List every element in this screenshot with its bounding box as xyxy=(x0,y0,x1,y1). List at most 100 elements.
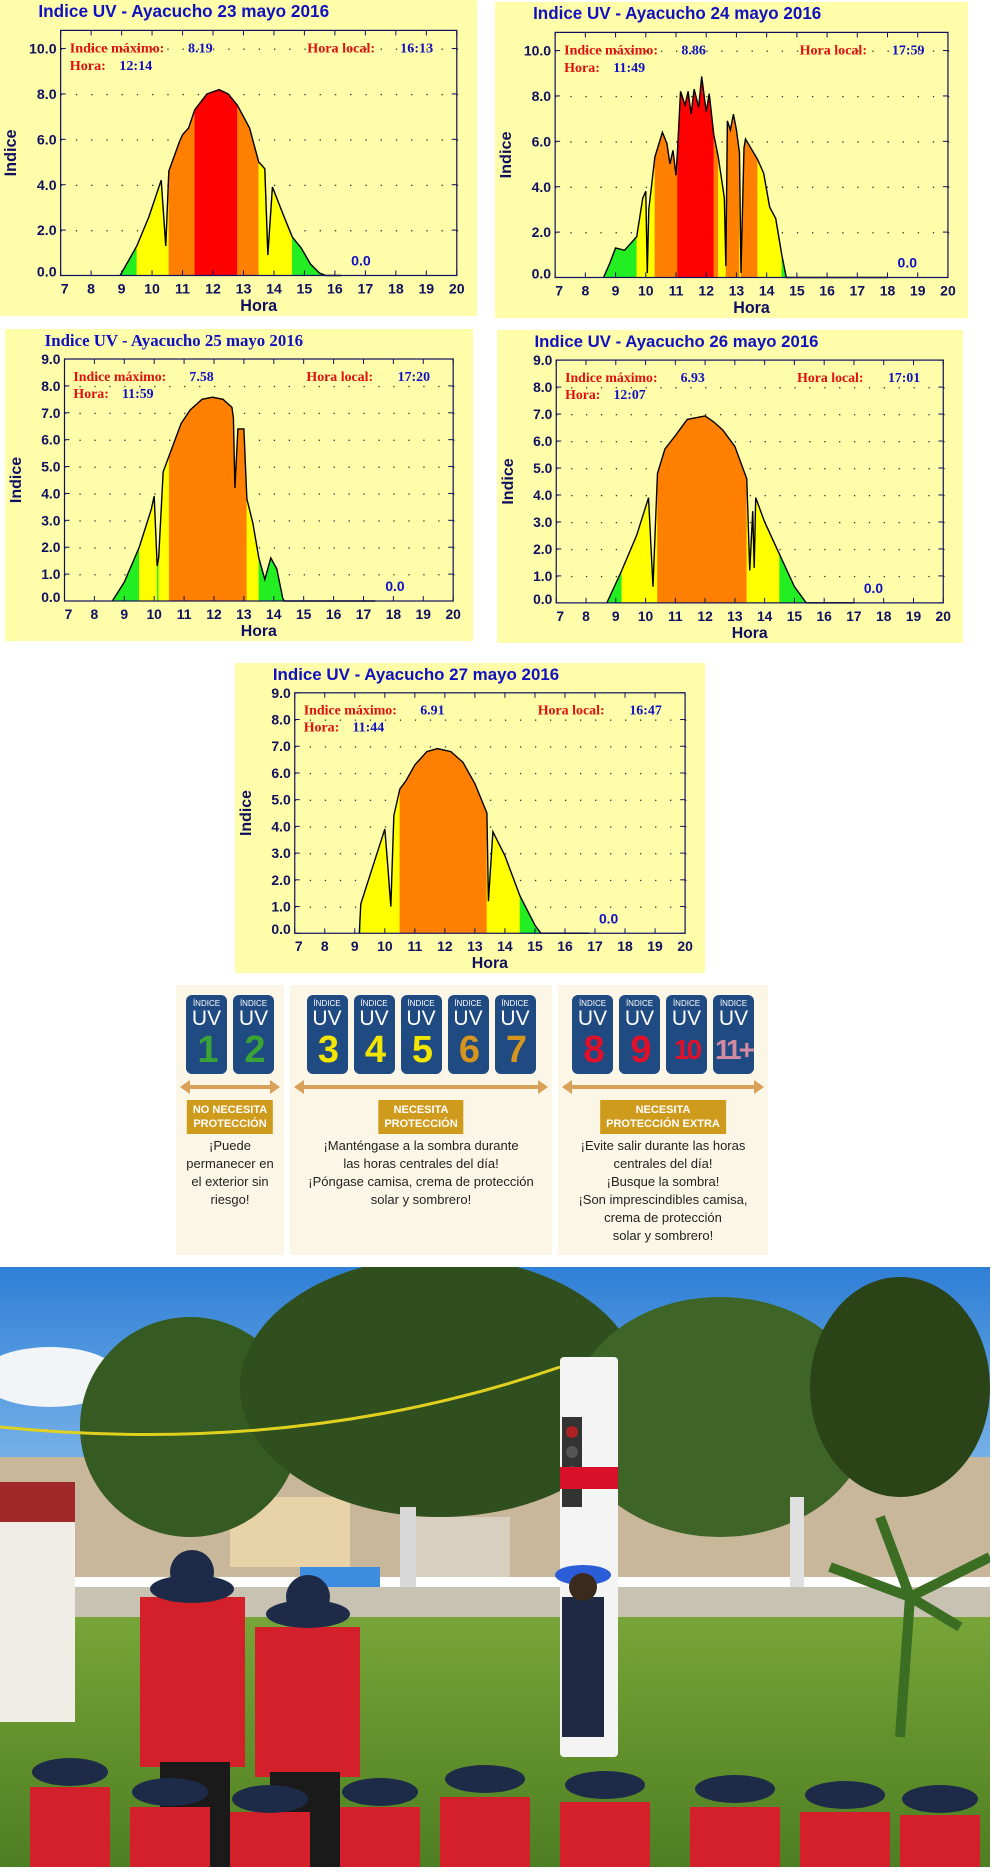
grid-dot xyxy=(60,93,62,96)
x-tick-label: 14 xyxy=(497,938,513,954)
grid-dot xyxy=(645,387,647,389)
grid-dot xyxy=(444,746,447,748)
grid-dot xyxy=(60,184,62,187)
local-time-value: 17:20 xyxy=(398,370,430,385)
grid-dot xyxy=(585,95,587,98)
advice-line: solar y sombrero! xyxy=(370,1192,472,1207)
grid-dot xyxy=(369,826,372,828)
grid-dot xyxy=(124,547,126,549)
grid-dot xyxy=(809,441,811,443)
grid-dot xyxy=(610,853,612,855)
protection-badge: NECESITA PROTECCIÓN EXTRA xyxy=(600,1100,726,1134)
grid-dot xyxy=(928,441,930,443)
advice-line: las horas centrales del día! xyxy=(343,1156,499,1171)
grid-dot xyxy=(781,232,784,234)
y-tick-label: 6.0 xyxy=(41,432,61,448)
grid-dot xyxy=(393,385,395,388)
grid-dot xyxy=(303,412,305,415)
grid-dot xyxy=(779,521,781,524)
x-tick-label: 12 xyxy=(697,608,713,624)
uv-area-segment xyxy=(755,497,765,604)
grid-dot xyxy=(615,387,618,389)
grid-dot xyxy=(749,441,752,443)
tree xyxy=(240,1267,640,1517)
grid-dot xyxy=(913,467,915,470)
grid-dot xyxy=(549,853,552,855)
grid-dot xyxy=(109,520,111,522)
grid-dot xyxy=(685,906,687,908)
grid-dot xyxy=(913,521,915,524)
x-tick-label: 7 xyxy=(61,282,69,298)
grid-dot xyxy=(842,232,844,234)
grid-dot xyxy=(685,799,687,801)
x-tick-label: 19 xyxy=(910,283,926,299)
grid-dot xyxy=(902,186,904,189)
uv-level-card: ÍNDICE UV 10 xyxy=(666,995,707,1074)
grid-dot xyxy=(579,906,582,908)
grid-dot xyxy=(152,93,154,96)
grid-dot xyxy=(685,772,687,775)
grid-dot xyxy=(136,184,139,187)
uv-area-segment xyxy=(174,423,182,602)
grid-dot xyxy=(318,574,320,576)
double-arrow-icon xyxy=(562,1080,764,1094)
grid-dot xyxy=(64,439,66,441)
grid-dot xyxy=(426,230,428,232)
x-tick-label: 13 xyxy=(467,938,483,954)
grid-dot xyxy=(685,746,687,748)
grid-dot xyxy=(610,906,612,908)
grid-dot xyxy=(794,467,796,470)
y-tick-label: 10.0 xyxy=(29,42,57,58)
grid-dot xyxy=(630,50,632,52)
uv-area-segment xyxy=(168,439,176,602)
protection-advice: ¡Puede permanecer en el exterior sin riesgo… xyxy=(176,1137,284,1209)
x-tick-label: 12 xyxy=(437,938,453,954)
grid-dot xyxy=(380,48,382,50)
grid-dot xyxy=(395,230,398,232)
grid-dot xyxy=(670,853,672,855)
y-tick-label: 0.0 xyxy=(532,265,552,281)
grid-dot xyxy=(811,50,814,52)
grid-dot xyxy=(169,412,171,415)
grid-dot xyxy=(423,520,425,522)
grid-dot xyxy=(139,520,141,522)
grid-dot xyxy=(324,879,327,882)
chart-title: Indice UV - Ayacucho 27 mayo 2016 xyxy=(273,665,559,684)
uv-area-segment xyxy=(492,831,506,934)
grid-dot xyxy=(393,547,395,549)
grid-dot xyxy=(303,493,305,495)
grid-dot xyxy=(184,385,186,388)
x-tick-label: 15 xyxy=(527,938,543,954)
grid-dot xyxy=(79,412,81,415)
grid-dot xyxy=(243,412,246,415)
grid-dot xyxy=(586,414,588,416)
uv-area-segment xyxy=(722,429,736,604)
grid-dot xyxy=(932,95,935,98)
grid-dot xyxy=(294,772,297,775)
grid-dot xyxy=(839,467,841,470)
grid-dot xyxy=(384,746,387,748)
y-tick-label: 5.0 xyxy=(271,792,291,808)
badge-line: NECESITA xyxy=(393,1104,449,1116)
x-axis-label: Hora xyxy=(732,625,768,642)
grid-dot xyxy=(887,232,889,234)
grid-dot xyxy=(600,232,602,234)
grid-dot xyxy=(586,441,588,443)
uv-level-card: ÍNDICE UV 7 xyxy=(494,995,536,1074)
x-tick-label: 20 xyxy=(449,282,465,298)
grid-dot xyxy=(365,48,367,50)
uv-level-card: ÍNDICE UV 2 xyxy=(233,995,274,1074)
y-tick-label: 4.0 xyxy=(37,178,57,194)
grid-dot xyxy=(670,906,672,908)
uv-area-segment xyxy=(252,522,260,602)
grid-dot xyxy=(294,799,297,801)
chart-title: Indice UV - Ayacucho 25 mayo 2016 xyxy=(45,331,303,350)
grid-dot xyxy=(380,230,382,232)
grid-dot xyxy=(579,799,582,801)
x-tick-label: 16 xyxy=(819,283,835,299)
grid-dot xyxy=(411,93,413,96)
grid-dot xyxy=(749,467,752,470)
protection-badge: NECESITA PROTECCIÓN xyxy=(378,1100,464,1134)
grid-dot xyxy=(94,493,96,495)
grid-dot xyxy=(675,414,677,416)
